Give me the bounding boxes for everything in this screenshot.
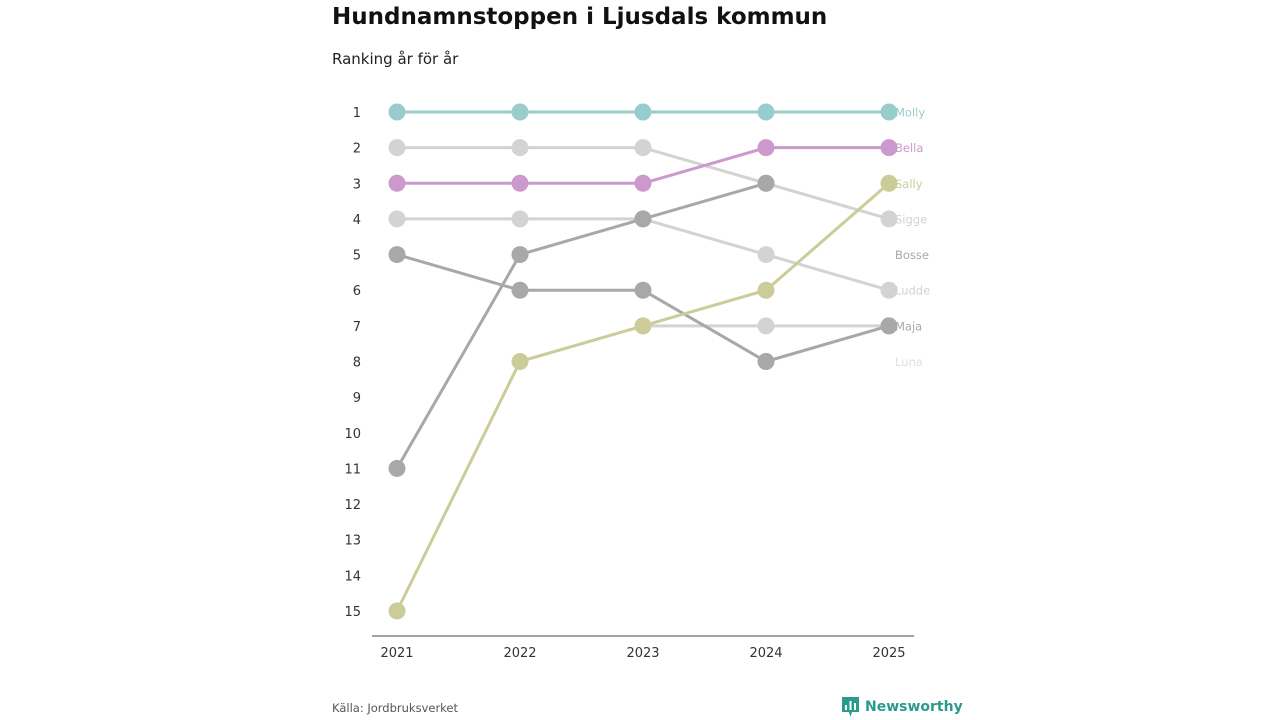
data-point-molly [634, 103, 652, 121]
source-note: Källa: Jordbruksverket [332, 701, 459, 715]
data-point-bosse [757, 317, 775, 335]
brand-name: Newsworthy [865, 699, 963, 715]
data-point-molly [880, 103, 898, 121]
x-tick-label: 2021 [380, 646, 413, 661]
chart-title: Hundnamnstoppen i Ljusdals kommun [332, 4, 828, 30]
data-point-bella [388, 174, 406, 192]
y-tick-label: 6 [353, 284, 361, 299]
data-point-maja [757, 353, 775, 370]
end-label-ludde: Ludde [895, 284, 930, 298]
y-tick-label: 11 [344, 462, 361, 477]
data-point-maja [511, 281, 529, 299]
data-point-sally [388, 602, 406, 620]
data-point-molly [388, 103, 406, 121]
y-tick-label: 4 [353, 213, 361, 228]
end-label-sally: Sally [895, 177, 923, 191]
data-point-bella [634, 174, 652, 192]
data-point-sally [634, 317, 652, 335]
end-label-molly: Molly [895, 106, 925, 120]
x-tick-label: 2025 [872, 646, 905, 661]
end-label-bella: Bella [895, 141, 923, 155]
end-label-sigge: Sigge [895, 212, 927, 226]
end-label-bosse: Bosse [895, 248, 929, 262]
series-line-sally [395, 182, 890, 612]
x-tick-label: 2024 [749, 646, 782, 661]
y-tick-label: 3 [353, 177, 361, 192]
y-tick-label: 5 [353, 249, 361, 264]
data-point-sally [757, 281, 775, 299]
y-tick-label: 9 [353, 391, 361, 406]
end-label-maja: Maja [895, 319, 922, 333]
newsworthy-logo-icon [842, 697, 859, 717]
data-point-bella [757, 139, 775, 157]
data-point-molly-bg [634, 210, 652, 228]
data-point-maja [634, 281, 652, 299]
data-point-sally [511, 353, 529, 370]
series-line-molly-bg [395, 181, 767, 470]
data-point-ludde [511, 139, 529, 157]
y-tick-label: 10 [344, 427, 361, 442]
data-point-molly-bg [388, 459, 406, 477]
y-tick-label: 7 [353, 320, 361, 335]
y-tick-label: 14 [344, 569, 361, 584]
data-point-molly [511, 103, 529, 121]
data-point-sigge [511, 210, 529, 228]
x-tick-label: 2022 [503, 646, 536, 661]
data-point-molly [757, 103, 775, 121]
data-point-sigge [757, 246, 775, 264]
y-tick-label: 15 [344, 605, 361, 620]
chart-subtitle: Ranking år för år [332, 50, 459, 68]
end-label-luna: Luna [895, 355, 923, 369]
y-tick-label: 2 [353, 142, 361, 157]
y-tick-label: 12 [344, 498, 361, 513]
data-point-ludde [388, 139, 406, 157]
y-tick-label: 8 [353, 356, 361, 371]
data-point-sigge [880, 281, 898, 299]
brand-logo: Newsworthy [842, 697, 963, 717]
data-point-ludde [634, 139, 652, 157]
data-point-maja [880, 317, 898, 335]
x-tick-label: 2023 [626, 646, 659, 661]
data-point-bella [880, 139, 898, 157]
data-point-molly-bg [757, 174, 775, 192]
data-point-bella [511, 174, 529, 192]
data-point-molly-bg [511, 246, 529, 264]
y-tick-label: 13 [344, 534, 361, 549]
data-point-ludde [880, 210, 898, 228]
series-line-sigge [397, 217, 890, 292]
series-line-maja [396, 253, 890, 363]
data-point-sigge [388, 210, 406, 228]
data-point-maja [388, 246, 406, 264]
data-point-sally [880, 174, 898, 192]
y-tick-label: 1 [353, 106, 361, 121]
